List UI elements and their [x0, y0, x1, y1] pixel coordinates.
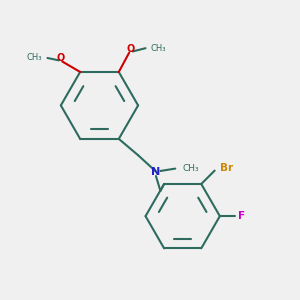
Text: CH₃: CH₃: [27, 53, 42, 62]
Text: O: O: [127, 44, 135, 54]
Text: Br: Br: [220, 163, 233, 172]
Text: F: F: [238, 211, 245, 221]
Text: CH₃: CH₃: [151, 44, 167, 53]
Text: CH₃: CH₃: [183, 164, 199, 173]
Text: N: N: [151, 167, 160, 177]
Text: O: O: [57, 53, 65, 63]
